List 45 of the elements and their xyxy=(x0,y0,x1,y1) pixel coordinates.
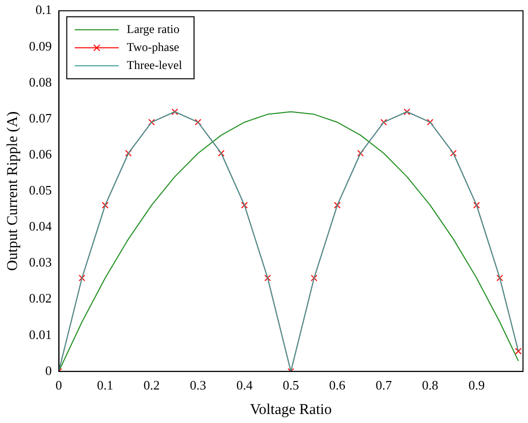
point xyxy=(380,118,388,126)
x-tick-label: 0.9 xyxy=(468,378,485,393)
x-tick-label: 0.7 xyxy=(376,378,392,393)
x-tick-label: 0.6 xyxy=(329,378,346,393)
y-tick-label: 0.01 xyxy=(29,326,52,342)
point xyxy=(171,108,178,116)
legend-label: Two-phase xyxy=(126,40,180,54)
point xyxy=(426,118,434,126)
point xyxy=(125,150,132,157)
y-tick-label: 0.08 xyxy=(29,74,52,90)
x-tick-label: 0.8 xyxy=(422,378,438,393)
y-tick-label: 0.07 xyxy=(29,110,52,126)
y-tick-label: 0.04 xyxy=(29,218,52,234)
x-tick-label: 0.3 xyxy=(190,378,206,393)
point xyxy=(102,202,109,208)
x-tick-label: 0.4 xyxy=(236,378,254,393)
y-tick-label: 0.06 xyxy=(29,146,52,162)
legend-label: Three-level xyxy=(126,58,183,72)
x-tick-label: 0.5 xyxy=(282,378,299,393)
x-tick-label: 0.1 xyxy=(97,378,114,393)
point xyxy=(515,348,522,355)
point xyxy=(310,274,318,282)
point xyxy=(357,150,364,157)
point xyxy=(404,108,410,116)
point xyxy=(78,274,86,282)
point xyxy=(334,202,341,208)
y-tick-label: 0.1 xyxy=(36,2,52,18)
y-tick-label: 0.05 xyxy=(29,182,52,198)
y-tick-label: 0.03 xyxy=(29,254,52,270)
point xyxy=(148,118,155,126)
point xyxy=(450,150,457,157)
point xyxy=(264,274,271,282)
point xyxy=(241,202,248,208)
x-tick-label: 0 xyxy=(56,378,62,393)
x-tick-label: 0.2 xyxy=(143,378,160,393)
legend-label: Large ratio xyxy=(126,22,180,36)
y-tick-label: 0.02 xyxy=(29,290,52,306)
y-tick-label: 0.09 xyxy=(29,38,52,54)
point xyxy=(218,150,225,157)
point xyxy=(194,118,202,126)
x-axis-title: Voltage Ratio xyxy=(250,402,332,418)
point xyxy=(496,274,504,282)
y-axis-title: Output Current Ripple (A) xyxy=(4,111,21,271)
point xyxy=(473,202,480,208)
y-tick-label: 0 xyxy=(45,362,52,378)
